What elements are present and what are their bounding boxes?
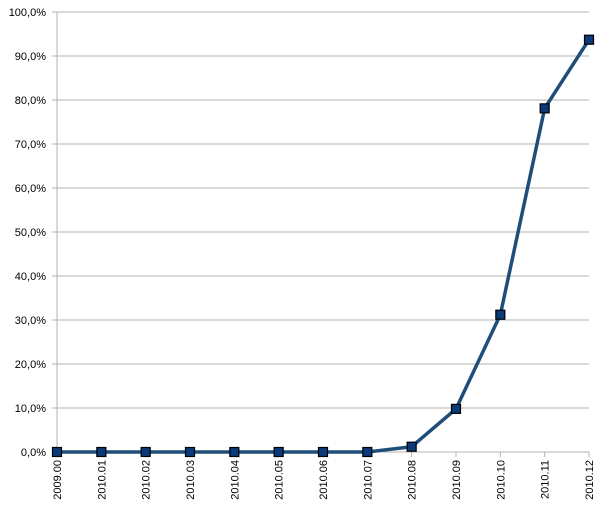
data-point-marker (317, 446, 329, 458)
y-tick-label: 30,0% (15, 315, 46, 327)
data-markers (51, 34, 595, 458)
y-tick-label: 100,0% (9, 7, 47, 19)
x-tick-label: 2010.12 (584, 460, 596, 500)
x-tick-label: 2010.07 (362, 460, 374, 500)
y-tick-label: 60,0% (15, 183, 46, 195)
data-point-marker (495, 309, 506, 320)
x-tick-label: 2009.00 (52, 460, 64, 500)
data-point-marker (96, 446, 107, 458)
data-point-marker (140, 446, 151, 458)
data-point-marker (273, 446, 284, 458)
y-tick-label: 10,0% (15, 403, 46, 415)
y-tick-label: 90,0% (15, 51, 46, 63)
data-point-marker (406, 441, 417, 452)
x-tick-label: 2010.09 (451, 460, 463, 500)
y-tick-label: 40,0% (15, 271, 46, 283)
x-tick-label: 2010.05 (274, 460, 286, 500)
data-point-marker (51, 446, 63, 458)
data-point-marker (362, 446, 373, 458)
x-tick-label: 2010.03 (185, 460, 197, 500)
data-point-marker (184, 446, 196, 458)
y-tick-label: 70,0% (15, 139, 46, 151)
x-tick-label: 2010.01 (96, 460, 108, 500)
series-line (57, 38, 591, 454)
data-point-marker (539, 103, 550, 114)
data-point-marker (229, 446, 240, 458)
x-tick-label: 2010.11 (540, 460, 552, 499)
x-tick-label: 2010.08 (407, 460, 419, 500)
grid (52, 11, 590, 457)
data-point-marker (450, 403, 462, 414)
x-tick-label: 2010.10 (495, 460, 507, 500)
x-tick-label: 2010.06 (318, 460, 330, 500)
y-tick-label: 80,0% (15, 95, 46, 107)
x-axis-tick-labels: 2009.00 2010.01 2010.02 2010.03 2010.04 2010.… (52, 460, 596, 500)
x-tick-label: 2010.02 (141, 460, 153, 500)
y-tick-label: 50,0% (15, 227, 46, 239)
data-point-marker (583, 34, 595, 45)
y-axis-tick-labels: 0,0% 10,0% 20,0% 30,0% 40,0% 50,0% 60,0% 70,0% 8… (9, 7, 47, 459)
x-tick-label: 2010.04 (229, 460, 241, 500)
y-tick-label: 0,0% (21, 447, 46, 459)
y-tick-label: 20,0% (15, 359, 46, 371)
